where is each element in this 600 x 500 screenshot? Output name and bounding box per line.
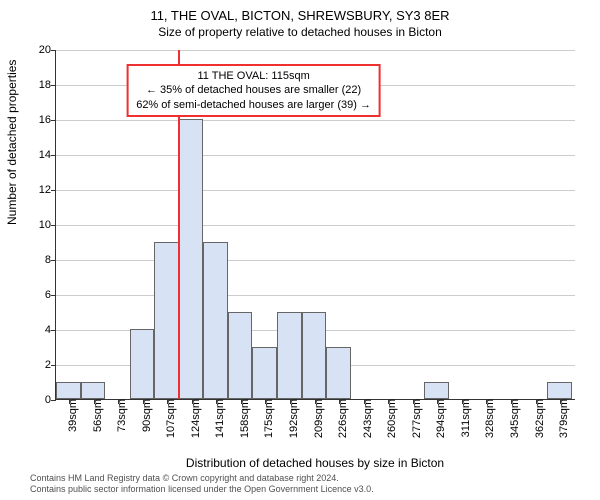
histogram-bar (130, 329, 155, 399)
x-tick-mark (339, 399, 340, 404)
x-tick-mark (511, 399, 512, 404)
x-tick-mark (118, 399, 119, 404)
y-tick-mark (51, 330, 56, 331)
x-tick-mark (560, 399, 561, 404)
gridline (56, 120, 575, 121)
x-tick-mark (69, 399, 70, 404)
y-tick-mark (51, 155, 56, 156)
y-tick-mark (51, 225, 56, 226)
x-tick-label: 328sqm (476, 399, 496, 438)
y-tick-mark (51, 365, 56, 366)
y-tick-mark (51, 400, 56, 401)
x-tick-label: 294sqm (427, 399, 447, 438)
histogram-bar (424, 382, 449, 400)
x-tick-mark (536, 399, 537, 404)
chart-title: 11, THE OVAL, BICTON, SHREWSBURY, SY3 8E… (0, 0, 600, 23)
histogram-bar (252, 347, 277, 400)
footer-line-1: Contains HM Land Registry data © Crown c… (30, 473, 374, 484)
x-tick-mark (437, 399, 438, 404)
x-tick-label: 192sqm (280, 399, 300, 438)
footer-attribution: Contains HM Land Registry data © Crown c… (30, 473, 374, 495)
histogram-bar (56, 382, 81, 400)
x-tick-mark (143, 399, 144, 404)
x-tick-label: 311sqm (452, 399, 472, 437)
annotation-line-3: 62% of semi-detached houses are larger (… (136, 98, 371, 112)
x-tick-label: 124sqm (182, 399, 202, 438)
histogram-bar (81, 382, 106, 400)
y-axis-label: Number of detached properties (5, 60, 19, 225)
x-tick-label: 175sqm (255, 399, 275, 438)
histogram-bar (326, 347, 351, 400)
x-tick-mark (388, 399, 389, 404)
histogram-bar (302, 312, 327, 400)
x-tick-mark (167, 399, 168, 404)
y-tick-mark (51, 260, 56, 261)
gridline (56, 260, 575, 261)
gridline (56, 155, 575, 156)
x-tick-mark (290, 399, 291, 404)
x-tick-label: 243sqm (354, 399, 374, 438)
annotation-line-2: ← 35% of detached houses are smaller (22… (136, 83, 371, 97)
footer-line-2: Contains public sector information licen… (30, 484, 374, 495)
x-tick-mark (216, 399, 217, 404)
x-tick-mark (192, 399, 193, 404)
x-tick-label: 379sqm (550, 399, 570, 438)
x-axis-label: Distribution of detached houses by size … (55, 456, 575, 470)
gridline (56, 190, 575, 191)
annotation-line-1: 11 THE OVAL: 115sqm (136, 69, 371, 83)
chart-subtitle: Size of property relative to detached ho… (0, 23, 600, 39)
x-tick-mark (241, 399, 242, 404)
histogram-bar (179, 119, 204, 399)
x-tick-mark (413, 399, 414, 404)
x-tick-label: 141sqm (206, 399, 226, 438)
x-tick-label: 260sqm (378, 399, 398, 438)
gridline (56, 295, 575, 296)
y-tick-mark (51, 50, 56, 51)
y-tick-mark (51, 295, 56, 296)
histogram-bar (203, 242, 228, 400)
y-tick-mark (51, 85, 56, 86)
x-tick-label: 277sqm (403, 399, 423, 438)
x-tick-mark (265, 399, 266, 404)
y-tick-mark (51, 120, 56, 121)
histogram-chart: 11, THE OVAL, BICTON, SHREWSBURY, SY3 8E… (0, 0, 600, 500)
histogram-bar (277, 312, 302, 400)
x-tick-mark (462, 399, 463, 404)
histogram-bar (547, 382, 572, 400)
annotation-callout: 11 THE OVAL: 115sqm← 35% of detached hou… (126, 64, 381, 117)
gridline (56, 225, 575, 226)
plot-area: 0246810121416182039sqm56sqm73sqm90sqm107… (55, 50, 575, 400)
histogram-bar (228, 312, 253, 400)
x-tick-label: 107sqm (157, 399, 177, 438)
x-tick-label: 209sqm (305, 399, 325, 438)
histogram-bar (154, 242, 179, 400)
x-tick-label: 226sqm (329, 399, 349, 438)
x-tick-label: 158sqm (231, 399, 251, 438)
gridline (56, 50, 575, 51)
x-tick-mark (364, 399, 365, 404)
x-tick-label: 362sqm (526, 399, 546, 438)
x-tick-mark (315, 399, 316, 404)
y-tick-mark (51, 190, 56, 191)
x-tick-label: 345sqm (501, 399, 521, 438)
x-tick-mark (486, 399, 487, 404)
x-tick-mark (94, 399, 95, 404)
